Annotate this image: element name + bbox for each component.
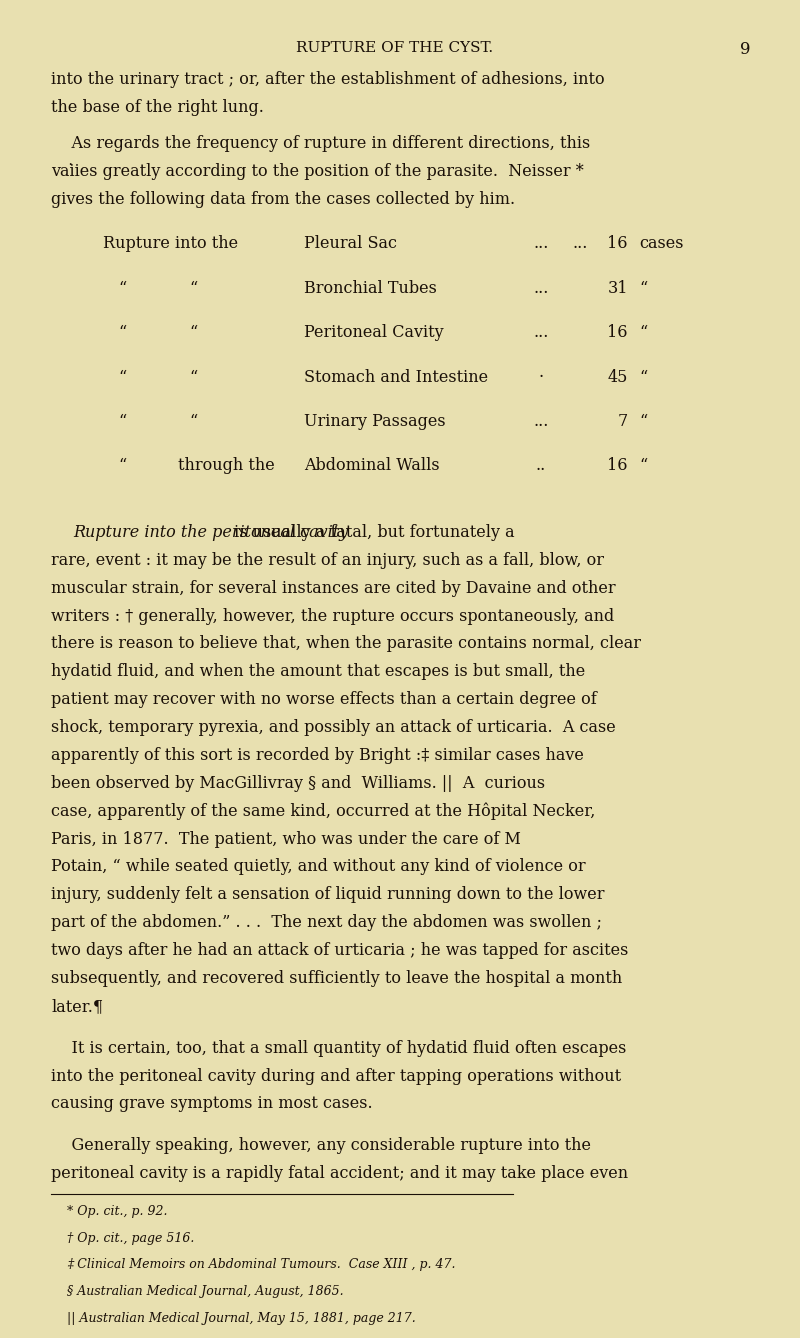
Text: injury, suddenly felt a sensation of liquid running down to the lower: injury, suddenly felt a sensation of liq…	[51, 886, 605, 903]
Text: apparently of this sort is recorded by Bright :‡ similar cases have: apparently of this sort is recorded by B…	[51, 747, 584, 764]
Text: 7: 7	[618, 413, 628, 429]
Text: later.¶: later.¶	[51, 998, 103, 1016]
Text: “: “	[118, 280, 126, 297]
Text: gives the following data from the cases collected by him.: gives the following data from the cases …	[51, 191, 515, 207]
Text: “: “	[118, 324, 126, 341]
Text: ·: ·	[538, 368, 543, 385]
Text: As regards the frequency of rupture in different directions, this: As regards the frequency of rupture in d…	[51, 135, 590, 153]
Text: “: “	[118, 413, 126, 429]
Text: ...: ...	[534, 413, 549, 429]
Text: Potain, “ while seated quietly, and without any kind of violence or: Potain, “ while seated quietly, and with…	[51, 859, 586, 875]
Text: ..: ..	[536, 458, 546, 474]
Text: there is reason to believe that, when the parasite contains normal, clear: there is reason to believe that, when th…	[51, 636, 642, 653]
Text: into the peritoneal cavity during and after tapping operations without: into the peritoneal cavity during and af…	[51, 1068, 622, 1085]
Text: “: “	[640, 413, 648, 429]
Text: “: “	[118, 368, 126, 385]
Text: || Australian Medical Journal, May 15, 1881, page 217.: || Australian Medical Journal, May 15, 1…	[67, 1311, 416, 1325]
Text: ...: ...	[573, 235, 588, 253]
Text: 16: 16	[607, 324, 628, 341]
Text: Rupture into the peritoneal cavity: Rupture into the peritoneal cavity	[74, 524, 349, 541]
Text: the base of the right lung.: the base of the right lung.	[51, 99, 264, 116]
Text: subsequently, and recovered sufficiently to leave the hospital a month: subsequently, and recovered sufficiently…	[51, 970, 622, 987]
Text: Generally speaking, however, any considerable rupture into the: Generally speaking, however, any conside…	[51, 1137, 591, 1155]
Text: peritoneal cavity is a rapidly fatal accident; and it may take place even: peritoneal cavity is a rapidly fatal acc…	[51, 1165, 629, 1183]
Text: into the urinary tract ; or, after the establishment of adhesions, into: into the urinary tract ; or, after the e…	[51, 71, 605, 88]
Text: RUPTURE OF THE CYST.: RUPTURE OF THE CYST.	[296, 40, 494, 55]
Text: two days after he had an attack of urticaria ; he was tapped for ascites: two days after he had an attack of urtic…	[51, 942, 629, 959]
Text: hydatid fluid, and when the amount that escapes is but small, the: hydatid fluid, and when the amount that …	[51, 664, 586, 680]
Text: causing grave symptoms in most cases.: causing grave symptoms in most cases.	[51, 1096, 373, 1112]
Text: “: “	[190, 280, 198, 297]
Text: through the: through the	[178, 458, 274, 474]
Text: ...: ...	[534, 280, 549, 297]
Text: § Australian Medical Journal, August, 1865.: § Australian Medical Journal, August, 18…	[67, 1284, 344, 1298]
Text: Peritoneal Cavity: Peritoneal Cavity	[304, 324, 444, 341]
Text: been observed by MacGillivray § and  Williams. ||  A  curious: been observed by MacGillivray § and Will…	[51, 775, 546, 792]
Text: part of the abdomen.” . . .  The next day the abdomen was swollen ;: part of the abdomen.” . . . The next day…	[51, 914, 602, 931]
Text: muscular strain, for several instances are cited by Davaine and other: muscular strain, for several instances a…	[51, 579, 616, 597]
Text: Urinary Passages: Urinary Passages	[304, 413, 446, 429]
Text: rare, event : it may be the result of an injury, such as a fall, blow, or: rare, event : it may be the result of an…	[51, 551, 604, 569]
Text: “: “	[640, 324, 648, 341]
Text: 45: 45	[607, 368, 628, 385]
Text: writers : † generally, however, the rupture occurs spontaneously, and: writers : † generally, however, the rupt…	[51, 607, 614, 625]
Text: Pleural Sac: Pleural Sac	[304, 235, 397, 253]
Text: is usually a fatal, but fortunately a: is usually a fatal, but fortunately a	[229, 524, 514, 541]
Text: Abdominal Walls: Abdominal Walls	[304, 458, 440, 474]
Text: “: “	[190, 413, 198, 429]
Text: Rupture into the: Rupture into the	[102, 235, 238, 253]
Text: 16: 16	[607, 458, 628, 474]
Text: † Op. cit., page 516.: † Op. cit., page 516.	[67, 1232, 194, 1244]
Text: It is certain, too, that a small quantity of hydatid fluid often escapes: It is certain, too, that a small quantit…	[51, 1040, 626, 1057]
Text: ‡ Clinical Memoirs on Abdominal Tumours.  Case XIII , p. 47.: ‡ Clinical Memoirs on Abdominal Tumours.…	[67, 1259, 456, 1271]
Text: “: “	[640, 280, 648, 297]
Text: ...: ...	[534, 235, 549, 253]
Text: “: “	[190, 324, 198, 341]
Text: shock, temporary pyrexia, and possibly an attack of urticaria.  A case: shock, temporary pyrexia, and possibly a…	[51, 719, 616, 736]
Text: patient may recover with no worse effects than a certain degree of: patient may recover with no worse effect…	[51, 692, 597, 708]
Text: ...: ...	[534, 324, 549, 341]
Text: Bronchial Tubes: Bronchial Tubes	[304, 280, 437, 297]
Text: 16: 16	[607, 235, 628, 253]
Text: case, apparently of the same kind, occurred at the Hôpital Necker,: case, apparently of the same kind, occur…	[51, 803, 596, 820]
Text: Stomach and Intestine: Stomach and Intestine	[304, 368, 488, 385]
Text: * Op. cit., p. 92.: * Op. cit., p. 92.	[67, 1206, 168, 1218]
Text: “: “	[118, 458, 126, 474]
Text: Paris, in 1877.  The patient, who was under the care of M: Paris, in 1877. The patient, who was und…	[51, 831, 522, 847]
Text: cases: cases	[640, 235, 684, 253]
Text: “: “	[190, 368, 198, 385]
Text: “: “	[640, 458, 648, 474]
Text: “: “	[640, 368, 648, 385]
Text: vai̇ies greatly according to the position of the parasite.  Neisser *: vai̇ies greatly according to the positio…	[51, 163, 584, 181]
Text: 9: 9	[740, 40, 750, 58]
Text: 31: 31	[607, 280, 628, 297]
